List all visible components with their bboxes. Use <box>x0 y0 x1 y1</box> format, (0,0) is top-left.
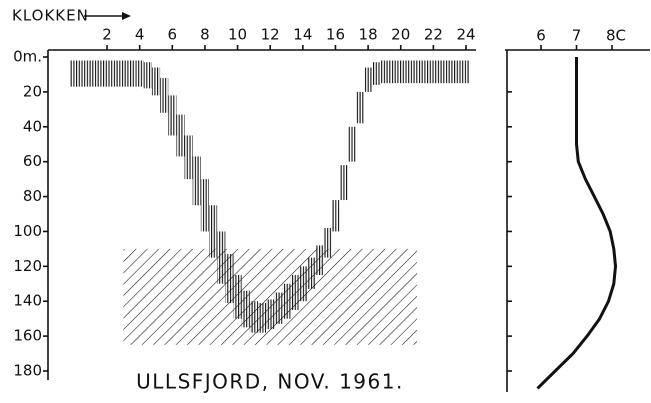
echo-layer <box>209 205 218 258</box>
x-tick-label: 24 <box>456 26 475 44</box>
x-tick-label: 6 <box>168 26 178 44</box>
echo-layer <box>445 60 454 84</box>
y-tick-label: 120 <box>13 257 42 275</box>
x-tick-label: 16 <box>326 26 345 44</box>
echo-layer <box>396 60 405 84</box>
echo-layer <box>429 60 438 84</box>
temperature-line <box>536 57 617 390</box>
echo-layer <box>233 275 242 319</box>
echo-layer <box>143 62 152 89</box>
echo-layer <box>266 299 275 330</box>
echo-layer <box>257 302 267 333</box>
echo-layer <box>225 254 234 303</box>
x-tick-label: 22 <box>424 26 443 44</box>
y-tick-label: 140 <box>13 292 42 310</box>
x-tick-label: 18 <box>359 26 378 44</box>
y-tick-label: 0m. <box>13 48 42 66</box>
echo-layer <box>184 135 193 180</box>
x-tick-label: 8 <box>200 26 210 44</box>
echo-layer <box>323 227 332 258</box>
chart-title: ULLSFJORD, NOV. 1961. <box>136 370 404 394</box>
echo-layer <box>421 60 430 84</box>
echo-layer <box>217 231 226 284</box>
echo-layer <box>127 60 136 87</box>
echo-layer <box>339 165 348 201</box>
arrow <box>84 12 131 20</box>
y-tick-label: 100 <box>13 222 42 240</box>
echo-layer <box>331 200 340 232</box>
x-tick-label: 4 <box>135 26 145 44</box>
echo-layer <box>86 60 95 87</box>
echo-layer <box>78 60 87 87</box>
x-tick-label: 20 <box>391 26 410 44</box>
echo-layer <box>70 60 79 87</box>
echo-layer <box>355 91 365 124</box>
x-tick-label: 6 <box>536 27 546 45</box>
echo-layer <box>102 60 112 87</box>
echo-layer <box>274 292 283 324</box>
y-tick-label: 60 <box>23 152 42 170</box>
y-tick-label: 80 <box>23 187 42 205</box>
x-tick-label: 14 <box>293 26 312 44</box>
echo-layer <box>282 283 291 319</box>
x-tick-label: 8C <box>606 27 626 45</box>
shaded-region <box>123 248 418 345</box>
echo-layer <box>135 60 144 87</box>
echo-layer <box>380 60 389 84</box>
echo-layer <box>119 60 128 87</box>
echo-layer <box>290 275 299 310</box>
echo-layer <box>168 95 177 136</box>
echo-layer <box>453 60 462 84</box>
y-tick-label: 20 <box>23 82 42 100</box>
echo-layer <box>412 60 422 84</box>
echo-layer <box>249 301 258 333</box>
echo-layer <box>437 60 446 84</box>
echo-layer <box>404 60 413 84</box>
x-axis-label: KLOKKEN <box>12 7 89 25</box>
echo-layer <box>364 67 373 92</box>
echo-layer <box>111 60 120 87</box>
echo-layer <box>306 257 316 290</box>
echo-layer <box>176 114 185 157</box>
echo-layer <box>372 62 381 85</box>
echo-layer <box>388 60 397 84</box>
echo-layer <box>241 290 250 328</box>
y-tick-label: 40 <box>23 117 42 135</box>
echo-layer <box>347 126 356 162</box>
echo-layer <box>151 67 161 96</box>
x-tick-label: 7 <box>572 27 582 45</box>
echo-layer <box>94 60 103 87</box>
x-tick-label: 2 <box>102 26 112 44</box>
y-tick-label: 180 <box>13 362 42 380</box>
echo-layer <box>192 156 201 206</box>
echo-layer <box>461 60 471 84</box>
echo-layer <box>298 266 307 302</box>
x-tick-label: 12 <box>261 26 280 44</box>
y-tick-label: 160 <box>13 327 42 345</box>
x-tick-label: 10 <box>228 26 247 44</box>
echo-layer <box>200 179 210 232</box>
echo-layer <box>315 245 324 276</box>
echo-layer <box>160 77 169 113</box>
